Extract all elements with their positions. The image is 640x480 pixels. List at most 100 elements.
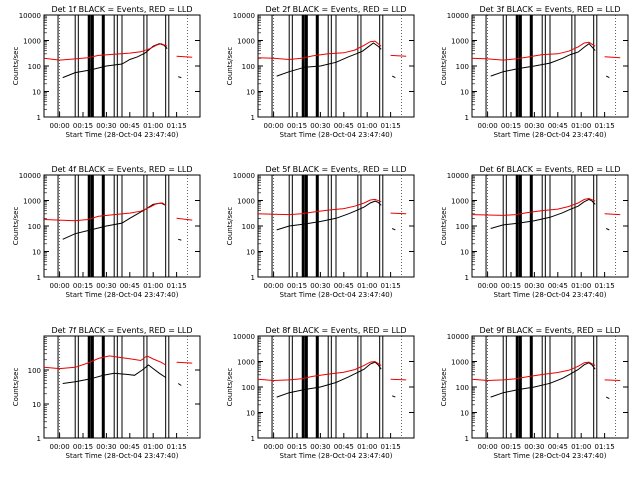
y-tick-label: 10 xyxy=(460,410,469,418)
x-tick-label: 00:45 xyxy=(548,282,568,290)
x-axis-label: Start Time (28-Oct-04 23:47:40) xyxy=(66,452,179,460)
panel-title: Det 6f BLACK = Events, RED = LLD xyxy=(479,165,620,174)
series-lld-line xyxy=(471,197,596,216)
y-axis-label: Counts/sec xyxy=(440,368,448,407)
panel-title: Det 8f BLACK = Events, RED = LLD xyxy=(265,326,406,335)
y-tick-label: 10 xyxy=(460,89,469,97)
y-tick-label: 1 xyxy=(465,435,469,443)
y-tick-label: 10 xyxy=(460,249,469,257)
y-tick-label: 10000 xyxy=(233,172,255,180)
series-lld-line xyxy=(43,355,166,370)
x-axis-label: Start Time (28-Oct-04 23:47:40) xyxy=(66,131,179,139)
x-tick-label: 01:00 xyxy=(357,282,377,290)
y-tick-label: 10000 xyxy=(447,333,469,341)
x-tick-label: 00:30 xyxy=(310,122,330,130)
series-lld-tail xyxy=(390,212,407,215)
x-tick-label: 01:00 xyxy=(571,282,591,290)
x-tick-label: 01:15 xyxy=(381,443,401,451)
x-tick-label: 00:30 xyxy=(524,282,544,290)
x-axis-label: Start Time (28-Oct-04 23:47:40) xyxy=(280,131,393,139)
x-tick-label: 01:00 xyxy=(357,443,377,451)
y-tick-label: 10 xyxy=(32,249,41,257)
x-tick-label: 00:30 xyxy=(96,122,116,130)
y-tick-label: 100 xyxy=(456,384,469,392)
x-tick-label: 01:00 xyxy=(143,282,163,290)
series-events-tail xyxy=(177,383,182,386)
series-lld-tail xyxy=(176,55,193,58)
y-tick-label: 1 xyxy=(465,114,469,122)
x-tick-label: 01:00 xyxy=(143,443,163,451)
x-tick-label: 00:30 xyxy=(310,443,330,451)
x-tick-label: 00:45 xyxy=(120,282,140,290)
y-tick-label: 1000 xyxy=(23,198,41,206)
series-events-tail xyxy=(605,396,610,400)
x-tick-label: 00:30 xyxy=(310,282,330,290)
y-tick-label: 100 xyxy=(28,223,41,231)
y-tick-label: 10 xyxy=(246,89,255,97)
x-tick-label: 00:00 xyxy=(50,443,70,451)
series-events-tail xyxy=(178,238,182,241)
series-lld-line xyxy=(257,40,382,61)
y-tick-label: 100 xyxy=(242,223,255,231)
y-tick-label: 100 xyxy=(28,367,41,375)
x-tick-label: 01:15 xyxy=(167,282,187,290)
x-tick-label: 01:00 xyxy=(143,122,163,130)
panel-det-8: Det 8f BLACK = Events, RED = LLD 1 10 100 10… xyxy=(226,326,415,460)
series-events-tail xyxy=(392,395,396,398)
y-tick-label: 100 xyxy=(28,63,41,71)
y-tick-label: 10000 xyxy=(19,12,41,20)
x-tick-label: 00:15 xyxy=(501,122,521,130)
y-tick-label: 1 xyxy=(251,114,255,122)
panel-title: Det 2f BLACK = Events, RED = LLD xyxy=(265,5,406,14)
series-lld-tail xyxy=(604,213,621,216)
y-axis-label: Counts/sec xyxy=(226,47,234,86)
x-tick-label: 00:30 xyxy=(524,443,544,451)
x-tick-label: 01:15 xyxy=(167,122,187,130)
x-tick-label: 01:15 xyxy=(595,443,615,451)
series-lld-tail xyxy=(604,56,621,59)
y-tick-label: 10000 xyxy=(233,12,255,20)
panel-title: Det 3f BLACK = Events, RED = LLD xyxy=(479,5,620,14)
x-tick-label: 00:45 xyxy=(334,443,354,451)
series-events-line xyxy=(62,364,166,384)
x-tick-label: 00:00 xyxy=(50,282,70,290)
x-axis-label: Start Time (28-Oct-04 23:47:40) xyxy=(66,291,179,299)
series-events-tail xyxy=(391,75,396,79)
panel-title: Det 9f BLACK = Events, RED = LLD xyxy=(479,326,620,335)
x-tick-label: 00:15 xyxy=(501,282,521,290)
panel-title: Det 4f BLACK = Events, RED = LLD xyxy=(51,165,192,174)
x-tick-label: 00:00 xyxy=(50,122,70,130)
panel-det-1: Det 1f BLACK = Events, RED = LLD 1 10 100 10… xyxy=(12,5,201,139)
x-tick-label: 01:00 xyxy=(571,443,591,451)
y-axis-label: Counts/sec xyxy=(226,368,234,407)
panel-title: Det 1f BLACK = Events, RED = LLD xyxy=(51,5,192,14)
y-tick-label: 1000 xyxy=(237,38,255,46)
x-tick-label: 00:45 xyxy=(548,122,568,130)
x-tick-label: 00:00 xyxy=(264,443,284,451)
panel-title: Det 5f BLACK = Events, RED = LLD xyxy=(265,165,406,174)
series-lld-tail xyxy=(604,379,621,381)
x-tick-label: 00:45 xyxy=(120,443,140,451)
series-lld-tail xyxy=(176,217,193,221)
x-tick-label: 00:30 xyxy=(96,282,116,290)
x-axis-label: Start Time (28-Oct-04 23:47:40) xyxy=(494,452,607,460)
x-tick-label: 00:15 xyxy=(73,282,93,290)
y-axis-label: Counts/sec xyxy=(12,207,20,246)
panel-title: Det 7f BLACK = Events, RED = LLD xyxy=(51,326,192,335)
series-events-line xyxy=(276,361,382,398)
panel-det-5: Det 5f BLACK = Events, RED = LLD 1 10 100 10… xyxy=(226,165,415,299)
x-tick-label: 01:15 xyxy=(595,282,615,290)
x-tick-label: 00:00 xyxy=(264,122,284,130)
x-tick-label: 01:15 xyxy=(381,122,401,130)
y-tick-label: 100 xyxy=(456,63,469,71)
y-tick-label: 1000 xyxy=(451,198,469,206)
y-tick-label: 10000 xyxy=(19,172,41,180)
x-axis-label: Start Time (28-Oct-04 23:47:40) xyxy=(280,452,393,460)
y-tick-label: 100 xyxy=(242,63,255,71)
panel-det-6: Det 6f BLACK = Events, RED = LLD 1 10 100 10… xyxy=(440,165,629,299)
series-lld-line xyxy=(257,198,382,216)
series-events-tail xyxy=(391,228,396,231)
x-tick-label: 01:00 xyxy=(357,122,377,130)
series-lld-tail xyxy=(390,54,407,57)
